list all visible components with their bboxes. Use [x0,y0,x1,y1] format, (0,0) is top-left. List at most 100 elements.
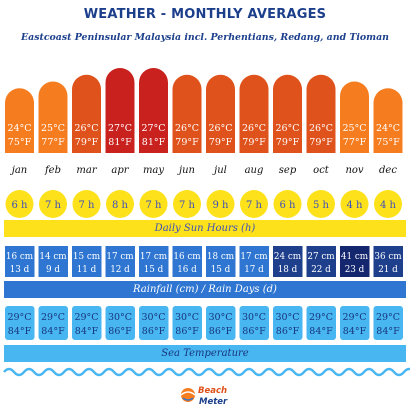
rainfall-band: Rainfall (cm) / Rain Days (d) [4,281,406,298]
sea-temperature-c-label: 30°C [141,312,165,323]
temperature-c-label: 25°C [41,123,65,134]
rain-days-label: 16 d [177,265,197,275]
temperature-c-label: 25°C [342,123,366,134]
month-label: jan [10,165,28,176]
rainfall-box [72,246,102,277]
temperature-bar [206,74,235,153]
logo-text-meter: Meter [199,397,228,407]
page-title: WEATHER - MONTHLY AVERAGES [83,7,327,22]
sea-temperature-box [239,306,269,340]
temperature-bar [139,68,168,153]
sun-hours-circle [139,190,168,218]
sea-temperature-f-label: 86°F [276,326,300,337]
sea-temperature-f-label: 84°F [41,326,65,337]
wave-decoration [3,367,410,377]
sun-hours-circle [307,190,335,218]
sea-temperature-f-label: 86°F [142,326,166,337]
sea-temperature-c-label: 30°C [275,312,299,323]
rain-days-label: 23 d [345,265,365,275]
temperature-c-label: 26°C [275,123,299,134]
temperature-c-label: 27°C [141,123,165,134]
rain-days-label: 18 d [278,265,298,275]
sea-temperature-box [38,306,68,340]
month-label: apr [111,165,129,176]
rainfall-label: 17 cm [106,252,134,262]
sun-hours-label: 4 h [347,200,364,211]
temperature-f-label: 75°F [376,137,400,148]
rainfall-box [38,246,68,277]
temperature-c-label: 26°C [242,123,266,134]
sea-temperature-f-label: 86°F [242,326,266,337]
temperature-bar [38,81,68,153]
rainfall-label: 24 cm [274,252,302,262]
rainfall-box [306,246,336,277]
sun-hours-label: 5 h [313,200,330,211]
month-label: jun [177,165,195,176]
temperature-f-label: 81°F [142,137,166,148]
sun-hours-circle [340,190,369,218]
sun-hours-circle [273,190,302,218]
sea-temperature-box [172,306,202,340]
temperature-bar [105,68,135,153]
rain-days-label: 22 d [311,265,331,275]
temperature-c-label: 26°C [74,123,98,134]
sea-temperature-box [139,306,169,340]
sea-temperature-c-label: 29°C [376,312,400,323]
sea-temperature-c-label: 29°C [41,312,65,323]
temperature-f-label: 79°F [75,137,99,148]
sea-temperature-f-label: 86°F [108,326,132,337]
sea-temperature-f-label: 84°F [309,326,333,337]
temperature-f-label: 77°F [343,137,367,148]
sea-temperature-f-label: 86°F [209,326,233,337]
month-label: oct [313,165,330,176]
month-label: feb [44,165,61,176]
rain-days-label: 17 d [244,265,264,275]
sea-temperature-box [306,306,336,340]
sun-hours-circle [240,190,268,218]
rain-days-label: 9 d [46,265,60,275]
sea-temperature-c-label: 29°C [309,312,333,323]
temperature-f-label: 75°F [8,137,32,148]
beach-ball-wave-icon [182,397,194,401]
rainfall-label: 36 cm [374,252,402,262]
rainfall-box [172,246,202,277]
sea-temperature-f-label: 86°F [175,326,199,337]
rain-days-label: 15 d [144,265,164,275]
rainfall-label: 17 cm [240,252,268,262]
sea-temperature-f-label: 84°F [75,326,99,337]
rain-days-label: 21 d [378,265,398,275]
rainfall-label: 41 cm [341,252,369,262]
sun-hours-circle [173,190,201,218]
sea-temperature-c-label: 30°C [108,312,132,323]
sea-temperature-c-label: 29°C [7,312,31,323]
rainfall-box [5,246,35,277]
rainfall-box [206,246,236,277]
temperature-c-label: 27°C [108,123,132,134]
temperature-bar [306,74,336,153]
temperature-bar [72,74,101,153]
rainfall-box [373,246,403,277]
temperature-c-label: 26°C [208,123,232,134]
rain-days-label: 11 d [77,265,97,275]
month-label: dec [379,165,397,176]
rainfall-box [273,246,303,277]
sun-hours-circle [39,190,67,218]
sun-hours-circle [72,190,101,218]
sun-hours-circle [206,190,235,218]
temperature-bar [373,88,403,153]
sea-temperature-c-label: 30°C [208,312,232,323]
month-label: sep [279,165,297,176]
month-label: jul [212,165,227,176]
sea-temperature-box [373,306,403,340]
rainfall-label: 17 cm [140,252,168,262]
temperature-bar [172,74,202,153]
temperature-f-label: 79°F [175,137,199,148]
rainfall-label: 16 cm [6,252,34,262]
page-subtitle: Eastcoast Peninsular Malaysia incl. Perh… [21,32,389,43]
rainfall-label: 16 cm [173,252,201,262]
sea-temperature-c-label: 29°C [74,312,98,323]
rainfall-label: 15 cm [73,252,101,262]
temperature-bar [5,88,34,153]
rainfall-label: 14 cm [39,252,67,262]
temperature-bar [273,74,302,153]
